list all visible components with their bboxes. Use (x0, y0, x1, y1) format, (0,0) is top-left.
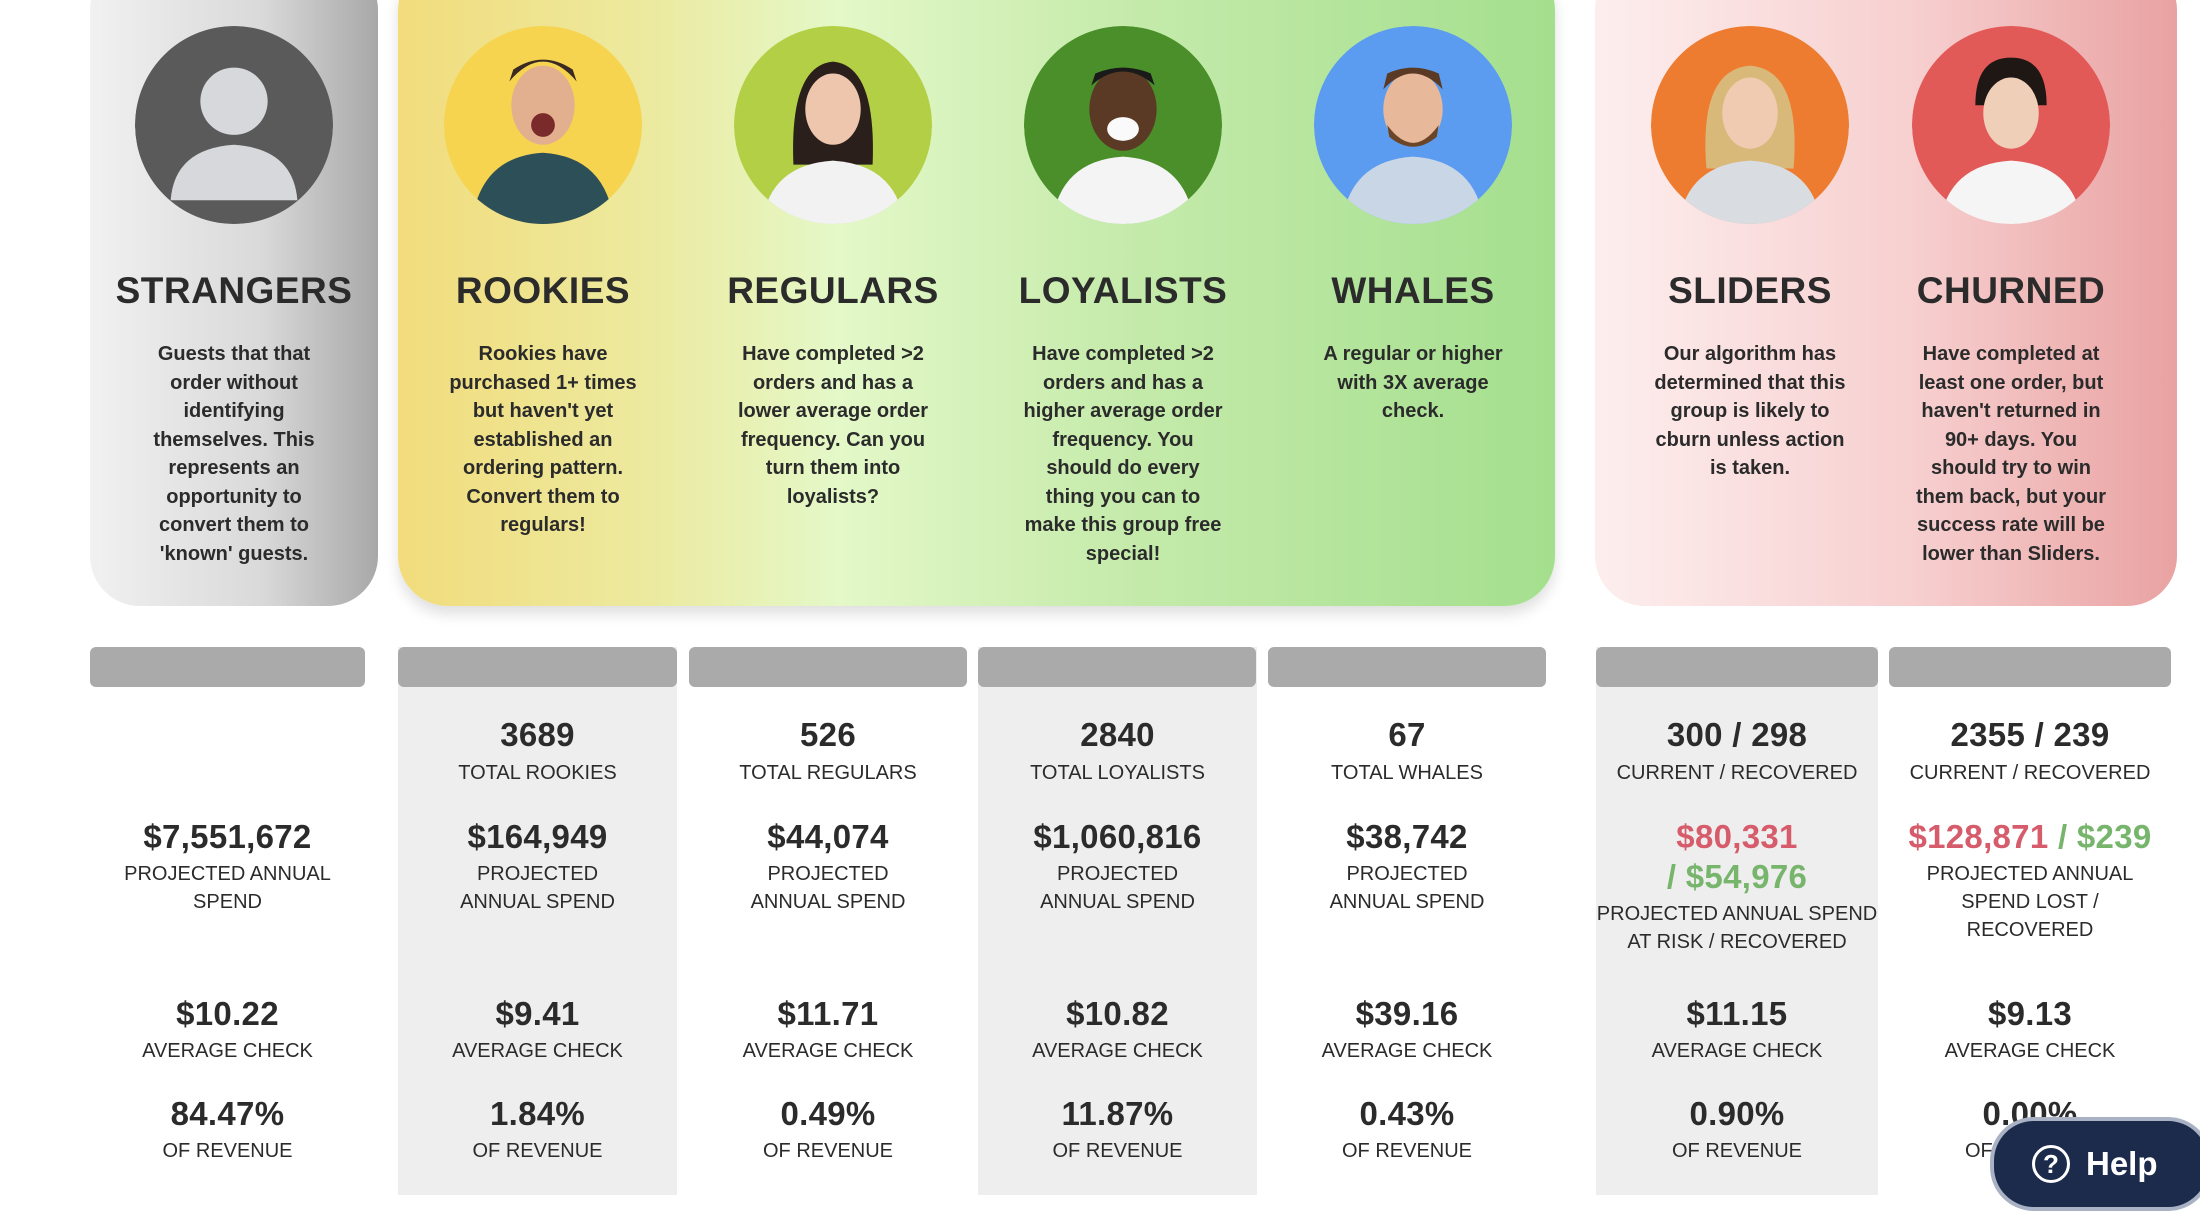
help-button[interactable]: ? Help (1990, 1117, 2200, 1211)
revenue-share-value: 0.49% (780, 1095, 876, 1132)
segment-title: STRANGERS (115, 270, 353, 311)
whales-header-bar (1268, 647, 1546, 687)
segment-description: A regular or higher with 3X average chec… (1323, 343, 1503, 422)
sliders-header-bar (1596, 647, 1878, 687)
spend-lost-value: $128,871 (1908, 818, 2049, 855)
average-check-value: $11.15 (1686, 995, 1788, 1032)
user-silhouette-icon (135, 26, 333, 224)
average-check-value: $10.82 (1066, 995, 1169, 1032)
average-check-label: AVERAGE CHECK (142, 1040, 313, 1062)
projected-annual-spend-label: PROJECTED ANNUAL SPEND (460, 863, 615, 913)
total-count-label: TOTAL WHALES (1331, 762, 1483, 784)
total-count-label: TOTAL ROOKIES (458, 762, 617, 784)
average-check-label: AVERAGE CHECK (1321, 1040, 1493, 1062)
projected-annual-spend-value: $1,060,816 (1033, 818, 1202, 855)
help-label: Help (2086, 1145, 2158, 1182)
projected-annual-spend-label: PROJECTED ANNUAL SPEND (1040, 863, 1195, 913)
spend-recovered-value: $239 (2076, 818, 2152, 855)
current-recovered-value: 2355 / 239 (1950, 716, 2110, 753)
revenue-share-label: OF REVENUE (1671, 1140, 1803, 1162)
segment-title: ROOKIES (455, 270, 631, 311)
total-count-value: 3689 (500, 716, 575, 753)
projected-annual-spend-value: $38,742 (1346, 818, 1468, 855)
segment-title: REGULARS (727, 270, 939, 311)
churned-avatar (1912, 26, 2110, 224)
loyalists-stats-background (978, 647, 1257, 1195)
revenue-share-label: OF REVENUE (1341, 1140, 1473, 1162)
total-count-value: 526 (800, 716, 856, 753)
churned-header-bar (1889, 647, 2171, 687)
current-recovered-label: CURRENT / RECOVERED (1616, 762, 1858, 784)
projected-spend-at-risk-label: PROJECTED ANNUAL SPEND AT RISK / RECOVER… (1596, 903, 1878, 953)
spend-separator: / (2048, 818, 2077, 855)
strangers-header-bar (90, 647, 365, 687)
total-count-label: TOTAL LOYALISTS (1030, 762, 1205, 784)
loyalists-avatar (1024, 26, 1222, 224)
spend-at-risk-value: $80,331 (1676, 818, 1798, 855)
revenue-share-label: OF REVENUE (1052, 1140, 1183, 1162)
loyalists-header-bar (978, 647, 1256, 687)
question-circle-icon: ? (2032, 1145, 2070, 1183)
revenue-share-value: 11.87% (1061, 1095, 1174, 1132)
average-check-value: $9.41 (495, 995, 580, 1032)
average-check-value: $11.71 (777, 995, 879, 1032)
regulars-header-bar (689, 647, 967, 687)
projected-annual-spend-value: $7,551,672 (143, 818, 312, 855)
projected-annual-spend-label: PROJECTED ANNUAL SPEND (1329, 863, 1485, 913)
person-photo-icon (1912, 26, 2110, 224)
revenue-share-value: 84.47% (170, 1095, 285, 1132)
spend-lost-recovered-value: $128,871 / $239 (1889, 818, 2171, 856)
person-photo-icon (1651, 26, 1849, 224)
spend-recovered-value: / $54,976 (1666, 858, 1808, 895)
whales-avatar (1314, 26, 1512, 224)
average-check-label: AVERAGE CHECK (1651, 1040, 1823, 1062)
projected-annual-spend-value: $44,074 (767, 818, 889, 855)
segment-description: Have completed >2 orders and has a lower… (737, 343, 929, 508)
average-check-value: $39.16 (1355, 995, 1459, 1032)
rookies-stats-background (398, 647, 677, 1195)
average-check-value: $9.13 (1987, 995, 2073, 1032)
current-recovered-value: 300 / 298 (1666, 716, 1808, 753)
segment-title: CHURNED (1916, 270, 2106, 311)
current-recovered-label: CURRENT / RECOVERED (1909, 762, 2151, 784)
average-check-label: AVERAGE CHECK (742, 1040, 914, 1062)
total-count-value: 2840 (1080, 716, 1155, 753)
strangers-avatar (135, 26, 333, 224)
revenue-share-value: 0.43% (1359, 1095, 1455, 1132)
segment-title: LOYALISTS (1018, 270, 1228, 311)
total-count-label: TOTAL REGULARS (739, 762, 917, 784)
total-count-value: 67 (1388, 716, 1426, 753)
revenue-share-label: OF REVENUE (162, 1140, 293, 1162)
segment-description: Guests that that order without identifyi… (153, 343, 315, 565)
projected-spend-lost-label: PROJECTED ANNUAL SPEND LOST / RECOVERED (1926, 863, 2134, 941)
segment-title: SLIDERS (1668, 270, 1832, 311)
revenue-share-label: OF REVENUE (472, 1140, 603, 1162)
revenue-share-label: OF REVENUE (762, 1140, 894, 1162)
average-check-value: $10.22 (176, 995, 279, 1032)
segment-description: Have completed >2 orders and has a highe… (1023, 343, 1223, 565)
segment-title: WHALES (1331, 270, 1495, 311)
person-photo-icon (1024, 26, 1222, 224)
segment-description: Have completed at least one order, but h… (1915, 343, 2107, 565)
revenue-share-value: 0.90% (1689, 1095, 1785, 1132)
segment-description: Our algorithm has determined that this g… (1654, 343, 1846, 479)
projected-annual-spend-label: PROJECTED ANNUAL SPEND (124, 863, 331, 913)
person-photo-icon (444, 26, 642, 224)
rookies-avatar (444, 26, 642, 224)
projected-annual-spend-label: PROJECTED ANNUAL SPEND (750, 863, 906, 913)
projected-annual-spend-value: $164,949 (467, 818, 608, 855)
average-check-label: AVERAGE CHECK (452, 1040, 623, 1062)
sliders-avatar (1651, 26, 1849, 224)
average-check-label: AVERAGE CHECK (1032, 1040, 1203, 1062)
person-photo-icon (1314, 26, 1512, 224)
person-photo-icon (734, 26, 932, 224)
rookies-header-bar (398, 647, 677, 687)
segment-description: Rookies have purchased 1+ times but have… (449, 343, 637, 536)
revenue-share-value: 1.84% (489, 1095, 586, 1132)
sliders-stats-background (1596, 647, 1878, 1195)
average-check-label: AVERAGE CHECK (1944, 1040, 2116, 1062)
regulars-avatar (734, 26, 932, 224)
